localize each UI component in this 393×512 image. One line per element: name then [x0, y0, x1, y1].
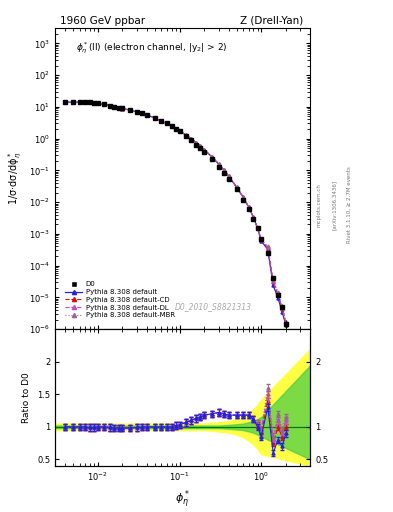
Text: 1960 GeV ppbar: 1960 GeV ppbar	[60, 16, 145, 26]
Legend: D0, Pythia 8.308 default, Pythia 8.308 default-CD, Pythia 8.308 default-DL, Pyth: D0, Pythia 8.308 default, Pythia 8.308 d…	[64, 280, 176, 319]
X-axis label: $\phi^*_\eta$: $\phi^*_\eta$	[175, 489, 190, 511]
Text: Rivet 3.1.10, ≥ 2.7M events: Rivet 3.1.10, ≥ 2.7M events	[347, 166, 352, 243]
Text: mcplots.cern.ch: mcplots.cern.ch	[316, 183, 321, 227]
Text: Z (Drell-Yan): Z (Drell-Yan)	[240, 16, 303, 26]
Text: D0_2010_S8821313: D0_2010_S8821313	[175, 302, 252, 311]
Y-axis label: 1/σ·dσ/dϕ$^*_\eta$: 1/σ·dσ/dϕ$^*_\eta$	[6, 152, 24, 205]
Y-axis label: Ratio to D0: Ratio to D0	[22, 372, 31, 423]
Text: [arXiv:1306.3436]: [arXiv:1306.3436]	[332, 180, 337, 230]
Text: $\phi^*_\eta$(ll) (electron channel, |y$_2$| > 2): $\phi^*_\eta$(ll) (electron channel, |y$…	[76, 40, 228, 56]
